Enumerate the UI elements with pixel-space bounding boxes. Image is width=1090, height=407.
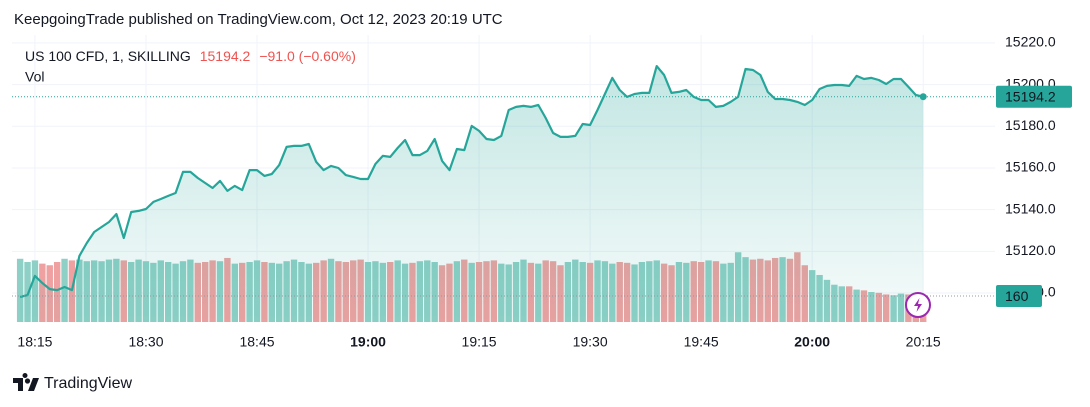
x-tick-label: 19:45 xyxy=(684,334,719,350)
y-tick-label: 15180.0 xyxy=(1005,117,1056,133)
symbol: US 100 CFD, 1, SKILLING xyxy=(25,48,191,64)
x-tick-label: 19:30 xyxy=(573,334,608,350)
volume-bar xyxy=(16,258,24,322)
x-tick-label: 20:15 xyxy=(906,334,941,350)
area-fill xyxy=(20,66,924,322)
y-tick-label: 15120.0 xyxy=(1005,242,1056,258)
volume-label: Vol xyxy=(25,69,44,85)
price-tag: 15194.2 xyxy=(1005,88,1056,104)
logo xyxy=(13,373,39,391)
x-tick-label: 18:15 xyxy=(17,334,52,350)
x-tick-label: 19:15 xyxy=(462,334,497,350)
plot xyxy=(12,65,995,322)
last-point xyxy=(919,93,927,101)
price-line xyxy=(19,65,924,299)
price-tag-bg xyxy=(996,85,1072,108)
axes: 18:15 18:30 18:45 19:00 19:15 19:30 19:45 20:00… xyxy=(17,34,1072,350)
x-tick-label: 18:45 xyxy=(239,334,274,350)
volume-tag-bg xyxy=(996,285,1042,308)
alert-icon[interactable] xyxy=(905,292,931,318)
x-tick-label: 18:30 xyxy=(128,334,163,350)
change: −91.0 (−0.60%) xyxy=(259,48,356,64)
legend: US 100 CFD, 1, SKILLING 15194.2 −91.0 (−0.… xyxy=(25,48,356,64)
header: KeepgoingTrade published on TradingView.… xyxy=(14,11,503,28)
volume-tag: 160 xyxy=(1005,288,1029,304)
y-tick-label: 15140.0 xyxy=(1005,200,1056,216)
x-tick-label: 19:00 xyxy=(350,334,386,350)
x-tick-label: 20:00 xyxy=(794,334,830,350)
y-tick-label: 15160.0 xyxy=(1005,159,1056,175)
last-price: 15194.2 xyxy=(200,48,251,64)
y-tick-label: 15220.0 xyxy=(1005,34,1056,50)
footer: TradingView xyxy=(44,375,132,392)
